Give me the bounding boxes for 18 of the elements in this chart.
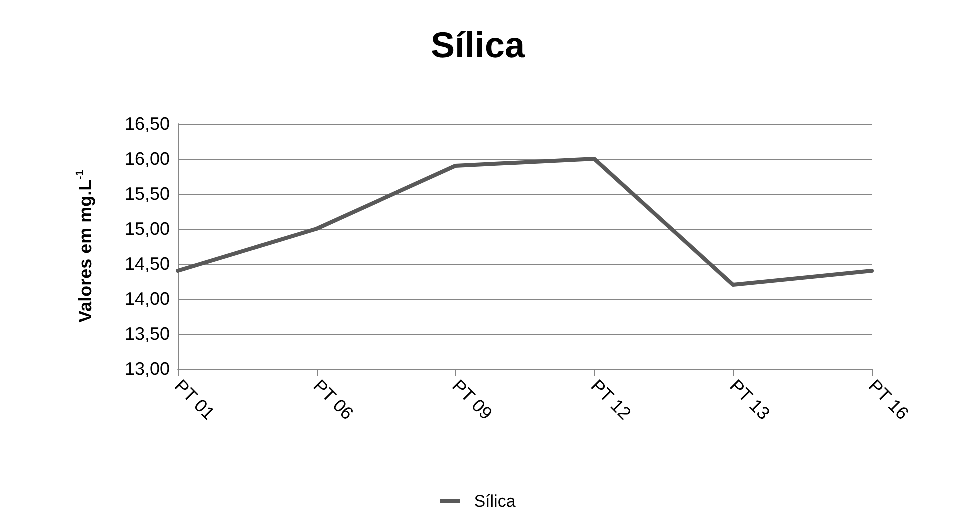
legend-label: Sílica	[474, 492, 516, 511]
line-series	[176, 157, 874, 287]
x-tick-label: PT 01	[170, 376, 219, 424]
y-tick-label: 16,00	[124, 149, 170, 169]
y-tick-label: 16,50	[124, 114, 170, 134]
y-tick-label: 14,00	[124, 289, 170, 309]
x-tick-label: PT 12	[587, 376, 636, 424]
x-tick-label: PT 06	[310, 376, 358, 424]
x-tick-label: PT 09	[448, 376, 496, 424]
chart-title: Sílica	[430, 24, 526, 66]
y-tick-label: 15,50	[124, 184, 170, 204]
y-tick-label: 15,00	[124, 219, 170, 239]
y-tick-label: 13,50	[124, 324, 170, 344]
y-tick-label: 14,50	[124, 254, 170, 274]
x-tick-label: PT 16	[864, 376, 913, 424]
y-axis-title: Valores em mg.L-1	[74, 170, 96, 323]
x-tick-label: PT 13	[726, 376, 774, 424]
y-tick-label: 13,00	[124, 359, 170, 379]
